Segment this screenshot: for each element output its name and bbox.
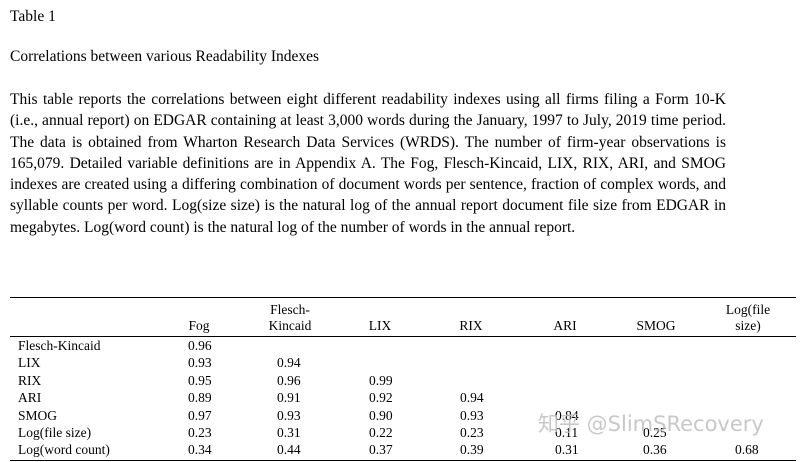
correlation-value: 0.37 — [369, 442, 393, 458]
column-header: RIX — [459, 318, 483, 333]
row-label: LIX — [18, 355, 41, 371]
correlation-value: 0.93 — [277, 407, 301, 423]
correlation-value: 0.34 — [188, 442, 212, 458]
correlation-value: 0.39 — [460, 442, 484, 458]
correlation-value: 0.99 — [369, 372, 393, 388]
correlation-value: 0.23 — [460, 425, 484, 440]
row-label: RIX — [18, 372, 42, 388]
correlation-value: 0.91 — [277, 390, 301, 406]
correlation-value: 0.96 — [188, 338, 212, 353]
correlation-value: 0.22 — [369, 425, 393, 440]
column-header: Fog — [188, 318, 210, 333]
header-rule — [10, 336, 796, 337]
correlation-value: 0.31 — [277, 425, 301, 440]
bottom-rule — [10, 460, 796, 461]
description: This table reports the correlations betw… — [10, 91, 726, 236]
correlation-value: 0.90 — [369, 407, 393, 423]
correlation-value: 0.36 — [643, 442, 667, 458]
column-header: LIX — [368, 318, 392, 333]
column-header: Log(file size) — [725, 302, 771, 333]
correlation-value: 0.68 — [735, 442, 759, 458]
column-header: Flesch-Kincaid — [268, 302, 312, 333]
correlation-value: 0.92 — [369, 390, 393, 406]
row-label: Log(file size) — [18, 425, 92, 440]
table-title: Table 1 — [10, 8, 56, 25]
row-label: ARI — [18, 390, 42, 406]
correlation-value: 0.96 — [277, 372, 301, 388]
correlation-value: 0.23 — [188, 425, 212, 440]
correlation-value: 0.84 — [555, 407, 579, 423]
correlation-value: 0.94 — [460, 390, 484, 406]
correlation-value: 0.11 — [555, 425, 579, 440]
row-label: Flesch-Kincaid — [18, 338, 101, 353]
top-rule — [10, 297, 796, 298]
table-subtitle: Correlations between various Readability… — [10, 48, 320, 65]
row-label: SMOG — [18, 407, 58, 423]
correlation-value: 0.31 — [555, 442, 579, 458]
correlation-value: 0.94 — [277, 355, 301, 371]
correlation-value: 0.93 — [188, 355, 212, 371]
correlation-value: 0.95 — [188, 372, 212, 388]
correlation-value: 0.25 — [643, 425, 667, 440]
column-header: SMOG — [636, 318, 676, 333]
column-header: ARI — [553, 318, 577, 333]
correlation-value: 0.97 — [188, 407, 212, 423]
correlation-value: 0.93 — [460, 407, 484, 423]
row-label: Log(word count) — [18, 442, 110, 458]
correlation-value: 0.89 — [188, 390, 212, 406]
correlation-value: 0.44 — [277, 442, 301, 458]
watermark: 知乎 @SlimSRecovery — [538, 412, 764, 436]
